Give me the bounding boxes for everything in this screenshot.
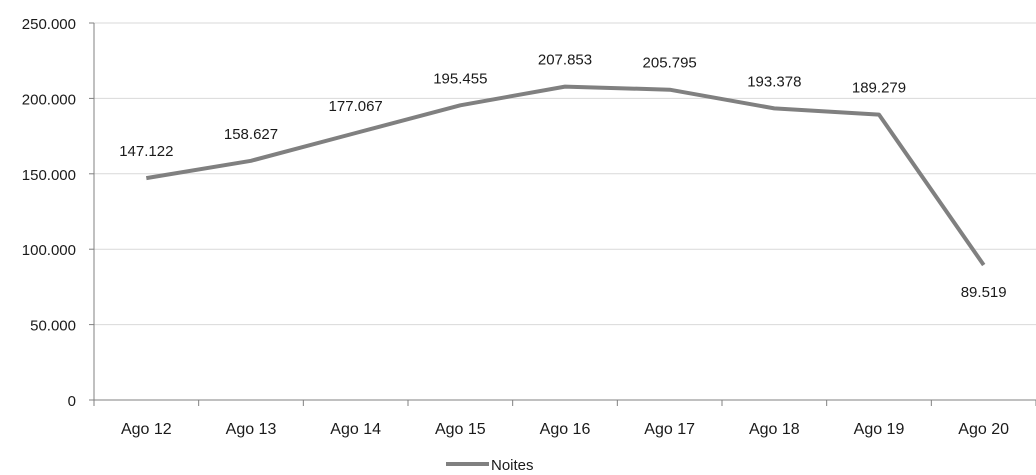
- x-tick-label: Ago 14: [330, 421, 381, 438]
- data-label: 158.627: [224, 126, 278, 143]
- x-tick-label: Ago 13: [226, 421, 277, 438]
- data-label: 177.067: [329, 98, 383, 115]
- gridlines: [94, 22, 1036, 326]
- x-tick-label: Ago 20: [958, 421, 1009, 438]
- y-tick-label: 200.000: [22, 91, 76, 108]
- y-tick-label: 100.000: [22, 242, 76, 259]
- data-label: 147.122: [119, 143, 173, 160]
- data-label: 189.279: [852, 80, 906, 97]
- x-tick-label: Ago 19: [854, 421, 905, 438]
- x-tick-label: Ago 16: [540, 421, 591, 438]
- data-labels: 147.122 158.627 177.067 195.455 207.853 205.7…: [119, 52, 1006, 301]
- x-tick-label: Ago 15: [435, 421, 486, 438]
- series-layer: [145, 84, 986, 267]
- x-tick-label: Ago 12: [121, 421, 172, 438]
- data-label: 207.853: [538, 52, 592, 69]
- y-tick-label: 0: [68, 393, 76, 410]
- data-label: 89.519: [961, 284, 1007, 301]
- legend: Noites: [446, 457, 534, 474]
- axes: 0 50.000 100.000 150.000 200.000 250.000 Ago 1…: [22, 16, 1036, 438]
- legend-label: Noites: [491, 457, 534, 474]
- x-tick-label: Ago 18: [749, 421, 800, 438]
- y-tick-label: 50.000: [30, 318, 76, 335]
- x-tick-label: Ago 17: [644, 421, 695, 438]
- series-line: [145, 84, 986, 267]
- data-label: 205.795: [643, 55, 697, 72]
- data-label: 193.378: [747, 73, 801, 90]
- data-label: 195.455: [433, 70, 487, 87]
- y-tick-label: 250.000: [22, 16, 76, 33]
- y-tick-label: 150.000: [22, 167, 76, 184]
